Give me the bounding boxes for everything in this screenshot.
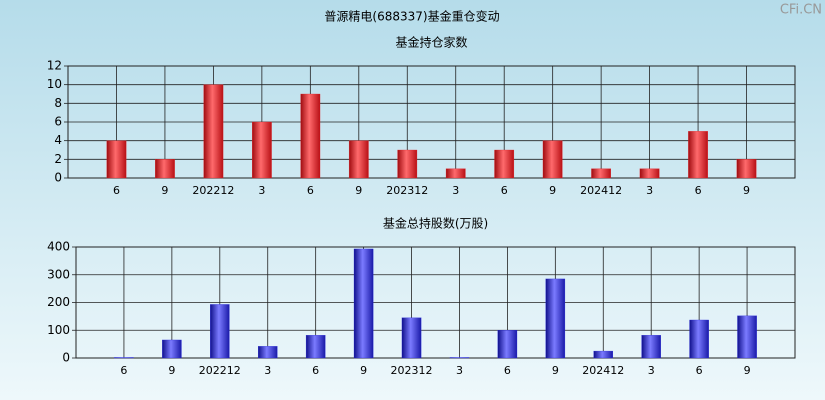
x-tick-label: 6	[113, 184, 120, 197]
bar	[737, 315, 757, 359]
bar	[257, 346, 278, 359]
page-title: 普源精电(688337)基金重仓变动	[324, 9, 499, 24]
x-tick-label: 202212	[199, 364, 241, 377]
x-tick-label: 9	[360, 364, 367, 377]
bar	[736, 159, 757, 179]
x-tick-label: 6	[504, 364, 511, 377]
bar	[155, 159, 175, 179]
bar	[449, 357, 470, 359]
x-tick-label: 202312	[391, 364, 433, 377]
x-tick-label: 9	[355, 184, 362, 197]
bar	[494, 149, 515, 179]
x-tick-label: 9	[549, 184, 556, 197]
x-tick-label: 9	[743, 184, 750, 197]
bar	[210, 304, 230, 359]
x-tick-label: 3	[452, 184, 459, 197]
bar	[252, 121, 272, 179]
x-tick-label: 202212	[192, 184, 234, 197]
x-tick-label: 3	[264, 364, 271, 377]
bar	[106, 140, 127, 179]
y-tick-label: 0	[62, 351, 70, 365]
bar	[497, 330, 518, 359]
x-tick-label: 202412	[582, 364, 624, 377]
y-tick-label: 200	[47, 295, 70, 309]
bar	[688, 131, 708, 179]
bar	[445, 168, 466, 179]
x-tick-label: 9	[552, 364, 559, 377]
bar	[591, 168, 611, 179]
bar	[545, 278, 566, 359]
bar	[593, 350, 614, 359]
y-tick-label: 12	[47, 59, 62, 73]
bar	[114, 357, 134, 359]
chart-title: 基金持仓家数	[395, 35, 467, 50]
bar	[397, 149, 418, 179]
y-tick-label: 10	[47, 77, 62, 91]
bar	[641, 335, 661, 359]
chart-title: 基金总持股数(万股)	[383, 216, 488, 231]
watermark: CFi.CN	[780, 3, 822, 18]
y-tick-label: 100	[47, 323, 70, 337]
bar	[203, 84, 224, 179]
bar	[639, 168, 660, 179]
x-tick-label: 3	[258, 184, 265, 197]
x-tick-label: 6	[695, 184, 702, 197]
bar	[353, 248, 374, 359]
x-tick-label: 9	[744, 364, 751, 377]
x-tick-label: 9	[168, 364, 175, 377]
bar	[542, 140, 563, 179]
x-tick-label: 6	[501, 184, 508, 197]
bar	[689, 319, 709, 359]
x-tick-label: 9	[161, 184, 168, 197]
y-tick-label: 2	[54, 152, 62, 166]
bar	[348, 140, 369, 179]
x-tick-label: 6	[120, 364, 127, 377]
bar	[162, 339, 182, 359]
x-tick-label: 6	[696, 364, 703, 377]
bar	[300, 93, 321, 179]
y-tick-label: 300	[47, 267, 70, 281]
y-tick-label: 0	[54, 171, 62, 185]
x-tick-label: 6	[307, 184, 314, 197]
y-tick-label: 4	[54, 133, 62, 147]
y-tick-label: 8	[54, 96, 62, 110]
bar	[401, 317, 422, 359]
x-tick-label: 202412	[580, 184, 622, 197]
x-tick-label: 202312	[386, 184, 428, 197]
x-tick-label: 3	[648, 364, 655, 377]
y-tick-label: 400	[47, 240, 70, 254]
x-tick-label: 3	[646, 184, 653, 197]
y-tick-label: 6	[54, 115, 62, 129]
x-tick-label: 3	[456, 364, 463, 377]
bar	[305, 335, 326, 359]
x-tick-label: 6	[312, 364, 319, 377]
